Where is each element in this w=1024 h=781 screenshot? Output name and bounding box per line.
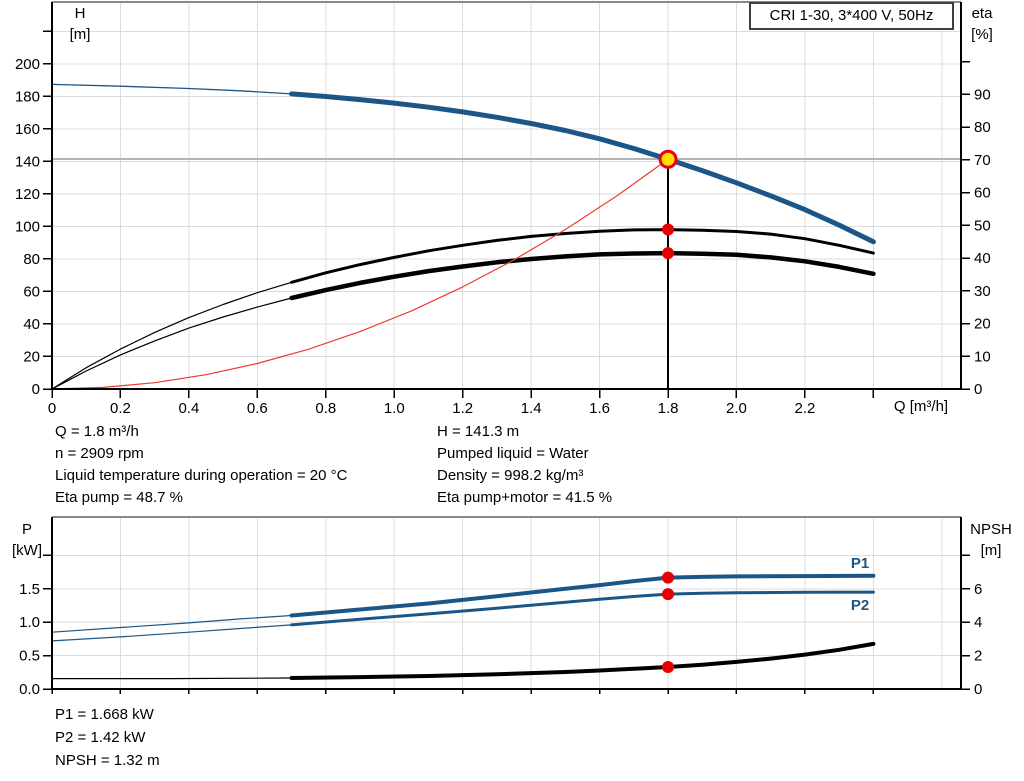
info-speed: n = 2909 rpm [55, 445, 144, 462]
series-p2-curve-min-flow [51, 624, 293, 642]
tick-label-x: 1.2 [452, 400, 473, 417]
tick-label-y-right: 0 [974, 381, 982, 398]
power-axis-title: P [kW] [4, 519, 50, 561]
tick-label-x: 1.4 [521, 400, 542, 417]
tick-label-x: 0.8 [315, 400, 336, 417]
npsh-axis-title: NPSH [m] [962, 519, 1020, 561]
npsh-axis-unit: [m] [980, 542, 1002, 559]
npsh-axis-symbol: NPSH [970, 521, 1012, 538]
info-head: H = 141.3 m [437, 423, 520, 440]
eta-axis-unit: [%] [971, 26, 993, 43]
tick-label-y-left: 100 [15, 218, 40, 235]
tick-label-y-right: 2 [974, 648, 982, 665]
tick-label-y-left: 160 [15, 121, 40, 138]
eta-axis-title: eta [%] [960, 3, 1004, 45]
info-p2: P2 = 1.42 kW [55, 729, 146, 746]
tick-label-y-right: 90 [974, 86, 991, 103]
pump-model-badge: CRI 1-30, 3*400 V, 50Hz [749, 2, 954, 30]
tick-label-y-left: 0.0 [19, 681, 40, 698]
tick-label-y-right: 4 [974, 614, 982, 631]
tick-label-y-left: 80 [23, 251, 40, 268]
series-eta-pump-curve-min-flow [51, 281, 293, 390]
tick-label-y-right: 60 [974, 185, 991, 202]
power-npsh-chart: 0.0 0.5 1.0 1.5 0 2 4 6 [19, 516, 982, 698]
tick-label-x: 2.2 [795, 400, 816, 417]
tick-label-x: 0 [48, 400, 56, 417]
p1-point [662, 571, 675, 584]
info-eta-pump: Eta pump = 48.7 % [55, 489, 183, 506]
eta-pump-point [662, 223, 675, 236]
duty-info-left: Q = 1.8 m³/h n = 2909 rpm Liquid tempera… [55, 421, 435, 509]
series-eta-pump-curve [290, 228, 875, 284]
info-npsh: NPSH = 1.32 m [55, 752, 160, 769]
tick-label-y-left: 60 [23, 283, 40, 300]
tick-label-y-right: 30 [974, 283, 991, 300]
info-p1: P1 = 1.668 kW [55, 706, 154, 723]
head-axis-title: H [m] [58, 3, 102, 45]
tick-label-y-left: 200 [15, 56, 40, 73]
duty-info-right: H = 141.3 m Pumped liquid = Water Densit… [437, 421, 817, 509]
tick-label-y-right: 80 [974, 119, 991, 136]
series-eta-pump-motor-curve-min-flow [51, 297, 293, 390]
tick-label-y-left: 1.0 [19, 614, 40, 631]
tick-label-y-right: 20 [974, 316, 991, 333]
p2-point [662, 588, 675, 601]
tick-label-y-left: 120 [15, 186, 40, 203]
info-liquid-temperature: Liquid temperature during operation = 20… [55, 467, 348, 484]
info-pumped-liquid: Pumped liquid = Water [437, 445, 589, 462]
tick-label-y-left: 180 [15, 88, 40, 105]
duty-point [658, 149, 678, 169]
tick-label-x: 2.0 [726, 400, 747, 417]
tick-label-x: 1.0 [384, 400, 405, 417]
info-eta-pump-motor: Eta pump+motor = 41.5 % [437, 489, 613, 506]
tick-label-y-left: 140 [15, 153, 40, 170]
tick-label-x: 0.6 [247, 400, 268, 417]
power-axis-unit: [kW] [12, 542, 42, 559]
flow-axis-title: Q [m³/h] [893, 398, 949, 415]
info-flow: Q = 1.8 m³/h [55, 423, 139, 440]
tick-label-y-right: 40 [974, 250, 991, 267]
series-npsh-curve [289, 641, 876, 680]
info-density: Density = 998.2 kg/m³ [437, 467, 584, 484]
tick-label-y-left: 0 [32, 381, 40, 398]
tick-label-y-left: 20 [23, 348, 40, 365]
tick-label-x: 1.6 [589, 400, 610, 417]
series-p1-curve-min-flow [51, 614, 293, 633]
tick-label-y-left: 40 [23, 316, 40, 333]
tick-label-y-right: 10 [974, 348, 991, 365]
series-p2-curve [290, 590, 875, 627]
series-head-curve-min-flow [51, 83, 293, 95]
series-p1-curve [289, 573, 876, 618]
series-head-curve [289, 91, 876, 245]
head-axis-symbol: H [74, 5, 86, 22]
eta-pump-motor-point [662, 247, 675, 260]
series-npsh-curve-min-flow [51, 677, 293, 680]
result-info: P1 = 1.668 kW P2 = 1.42 kW NPSH = 1.32 m [55, 703, 355, 772]
head-capacity-chart: 0 0.2 0.4 0.6 0.8 1.0 1.2 1.4 1.6 1.8 2.0 2.2 0 20 40 6… [15, 1, 991, 417]
tick-label-y-left: 0.5 [19, 648, 40, 665]
tick-label-y-right: 0 [974, 681, 982, 698]
npsh-point [662, 660, 675, 673]
p2-curve-label: P2 [850, 597, 870, 614]
tick-label-y-right: 70 [974, 152, 991, 169]
tick-label-x: 1.8 [658, 400, 679, 417]
head-axis-unit: [m] [69, 26, 91, 43]
tick-label-x: 0.2 [110, 400, 131, 417]
tick-label-y-right: 6 [974, 581, 982, 598]
tick-label-x: 0.4 [178, 400, 199, 417]
tick-label-y-right: 50 [974, 217, 991, 234]
series-system-curve [51, 158, 669, 390]
power-axis-symbol: P [21, 521, 32, 538]
eta-axis-symbol: eta [971, 5, 993, 22]
series-eta-pump-motor-curve [289, 250, 876, 301]
p1-curve-label: P1 [850, 555, 870, 572]
tick-label-y-left: 1.5 [19, 581, 40, 598]
